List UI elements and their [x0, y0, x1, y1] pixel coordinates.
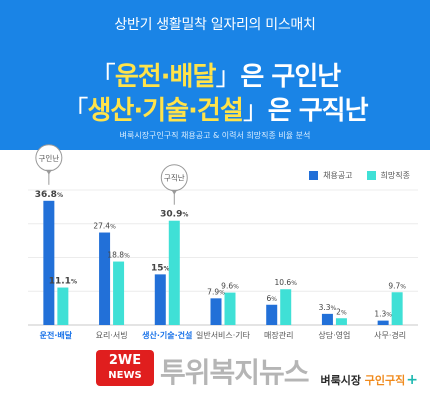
source-note: 벼룩시장구인구직 채용공고 & 이력서 희망직종 비율 분석 — [119, 131, 311, 140]
legend-item-series2: 희망직종 — [366, 170, 410, 181]
brand-accent: 구인구직 — [364, 374, 406, 387]
legend-item-series1: 채용공고 — [309, 170, 353, 181]
legend-label-series2: 희망직종 — [380, 171, 410, 180]
value-label: 11.1% — [49, 277, 77, 287]
headline-line-2: 「생산·기술·건설」은 구직난 — [0, 90, 430, 127]
value-label: 3.3% — [319, 303, 337, 312]
chart-legend: 채용공고 희망직종 — [309, 170, 410, 181]
headline-highlight-1: 운전·배달 — [114, 62, 217, 92]
category-label: 사무·경리 — [374, 330, 406, 340]
value-unit: % — [233, 284, 239, 291]
category-label: 요리·서빙 — [96, 331, 128, 340]
value-unit: % — [291, 280, 297, 287]
bar-series2 — [57, 287, 69, 325]
news-logo-bottom: NEWS — [108, 370, 142, 381]
brand-main: 벼룩시장 — [320, 374, 365, 387]
bar-series2 — [280, 289, 292, 325]
value-unit: % — [57, 192, 63, 199]
value-label: 27.4% — [93, 222, 116, 231]
value-label: 10.6% — [275, 278, 298, 287]
watermark-text: 투위복지뉴스 — [160, 356, 310, 389]
value-unit: % — [219, 289, 225, 296]
category-label: 생산·기술·건설 — [142, 330, 192, 340]
callout-label: 구직난 — [164, 173, 185, 183]
category-label: 일반서비스·기타 — [196, 331, 251, 340]
value-label: 30.9% — [160, 210, 188, 220]
header-banner: 상반기 생활밀착 일자리의 미스매치 「운전·배달」은 구인난 「생산·기술·건… — [0, 0, 430, 150]
bar-series2 — [224, 292, 236, 325]
bar-series2 — [168, 220, 180, 325]
bar-series1 — [210, 298, 222, 325]
callout-pointer — [171, 189, 178, 195]
bracket-close: 」 — [215, 62, 241, 92]
value-label: 36.8% — [35, 190, 63, 200]
bracket-open: 「 — [89, 62, 116, 92]
bracket-close: 」 — [242, 96, 269, 126]
headline-suffix-1: 은 구인난 — [240, 62, 341, 92]
bar-series2 — [335, 318, 347, 325]
value-label: 2% — [336, 307, 347, 316]
callout-pointer — [45, 169, 52, 175]
legend-swatch-series2 — [366, 171, 376, 180]
value-label: 9.6% — [221, 282, 239, 291]
headline-suffix-2: 은 구직난 — [267, 96, 369, 126]
value-label: 15% — [151, 263, 170, 273]
value-unit: % — [164, 265, 170, 272]
headline-highlight-2: 생산·기술·건설 — [87, 96, 243, 126]
value-unit: % — [331, 305, 337, 312]
category-label: 매장관리 — [264, 330, 293, 340]
chart-subtitle: 상반기 생활밀착 일자리의 미스매치 — [114, 17, 316, 33]
bar-series1 — [377, 320, 389, 325]
bar-series1 — [99, 232, 111, 325]
news-logo: 2WE NEWS — [96, 350, 154, 386]
value-unit: % — [110, 224, 116, 231]
brand-logo: 벼룩시장 구인구직+ — [320, 372, 418, 388]
value-unit: % — [400, 283, 406, 290]
value-label: 18.8% — [107, 251, 130, 260]
bar-series1 — [43, 200, 55, 325]
category-label: 운전·배달 — [40, 330, 73, 340]
callout-label: 구인난 — [39, 153, 60, 163]
value-label: 7.9% — [207, 287, 225, 296]
bar-series1 — [266, 304, 278, 325]
value-label: 6% — [266, 294, 277, 303]
plus-icon: + — [406, 372, 418, 388]
value-unit: % — [386, 312, 392, 319]
legend-swatch-series1 — [309, 171, 319, 180]
bar-series1 — [321, 313, 333, 325]
value-label: 1.3% — [374, 310, 392, 319]
value-unit: % — [182, 212, 188, 219]
value-unit: % — [124, 253, 130, 260]
category-label: 상담·영업 — [318, 330, 350, 340]
bar-series2 — [113, 261, 125, 325]
bar-series1 — [154, 274, 166, 325]
value-unit: % — [271, 296, 277, 303]
value-unit: % — [341, 309, 347, 316]
news-logo-top: 2WE — [108, 353, 142, 368]
bracket-open: 「 — [62, 96, 88, 126]
bar-series2 — [391, 292, 403, 325]
legend-label-series1: 채용공고 — [323, 171, 353, 180]
value-unit: % — [71, 279, 77, 286]
value-label: 9.7% — [388, 281, 406, 290]
headline-line-1: 「운전·배달」은 구인난 — [0, 56, 430, 93]
